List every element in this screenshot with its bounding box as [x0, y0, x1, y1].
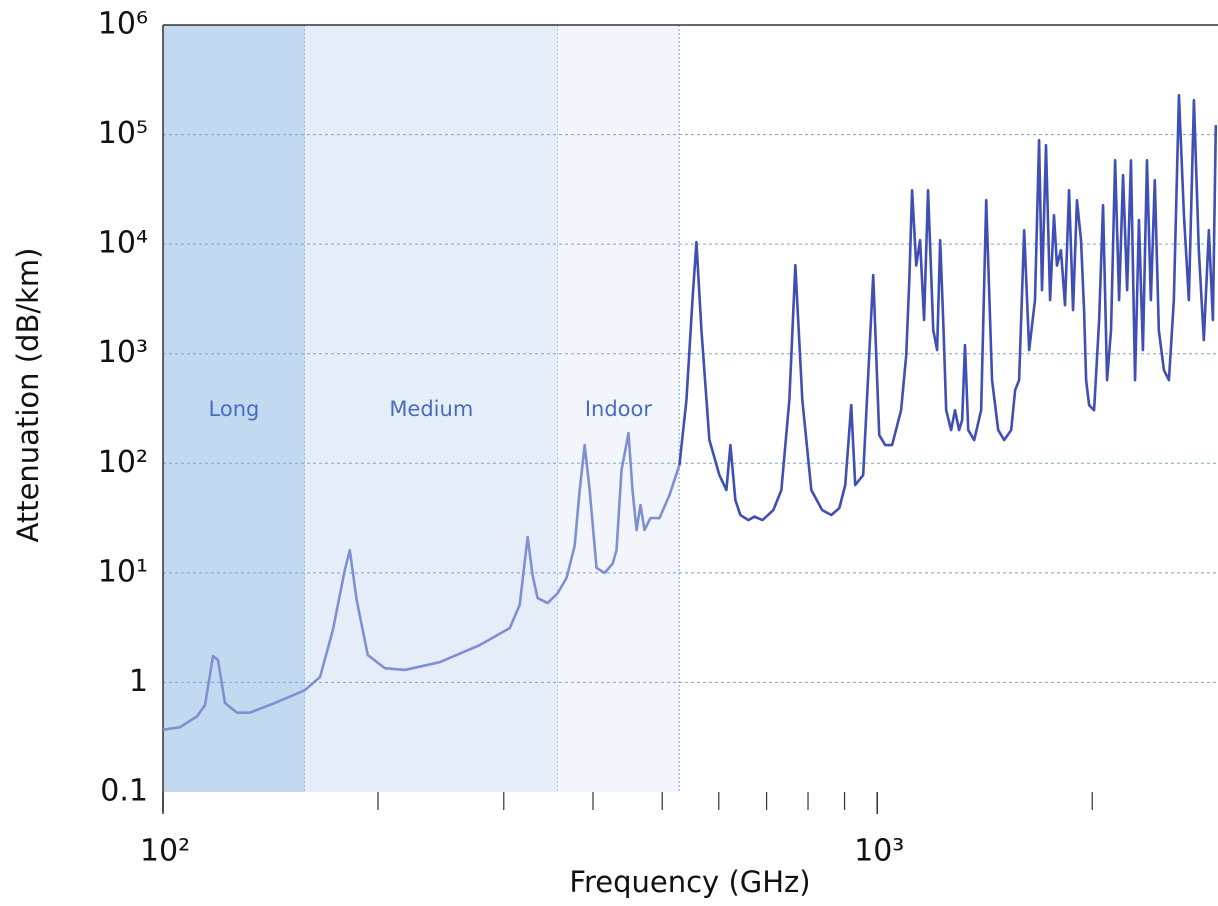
- y-axis-title: Attenuation (dB/km): [11, 248, 45, 543]
- data-line: [678, 93, 1218, 522]
- region: [557, 25, 680, 792]
- y-tick-label: 1: [129, 664, 148, 699]
- y-tick-label: 10⁴: [98, 226, 148, 261]
- y-tick-label: 0.1: [100, 774, 148, 809]
- region-label: Indoor: [585, 397, 653, 421]
- data-line: [162, 431, 681, 732]
- y-tick-label: 10²: [98, 445, 148, 480]
- region: [163, 25, 305, 792]
- y-tick-label: 10¹: [98, 554, 148, 589]
- y-tick-label: 10⁶: [98, 7, 148, 42]
- x-tick-label: 10³: [854, 834, 904, 869]
- region-label: Long: [209, 397, 260, 421]
- region-label: Medium: [389, 397, 473, 421]
- y-tick-label: 10³: [98, 335, 148, 370]
- x-axis-title: Frequency (GHz): [569, 865, 810, 899]
- y-tick-label: 10⁵: [98, 116, 148, 151]
- x-tick-label: 10²: [140, 834, 190, 869]
